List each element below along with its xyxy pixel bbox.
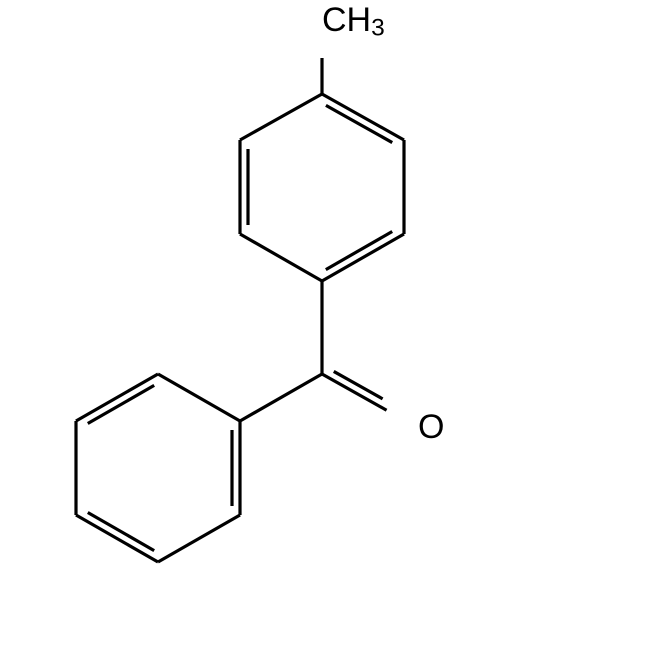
- molecular-diagram: CH3 O: [0, 0, 650, 650]
- label-ch3: CH3: [322, 1, 385, 41]
- label-o: O: [418, 408, 444, 446]
